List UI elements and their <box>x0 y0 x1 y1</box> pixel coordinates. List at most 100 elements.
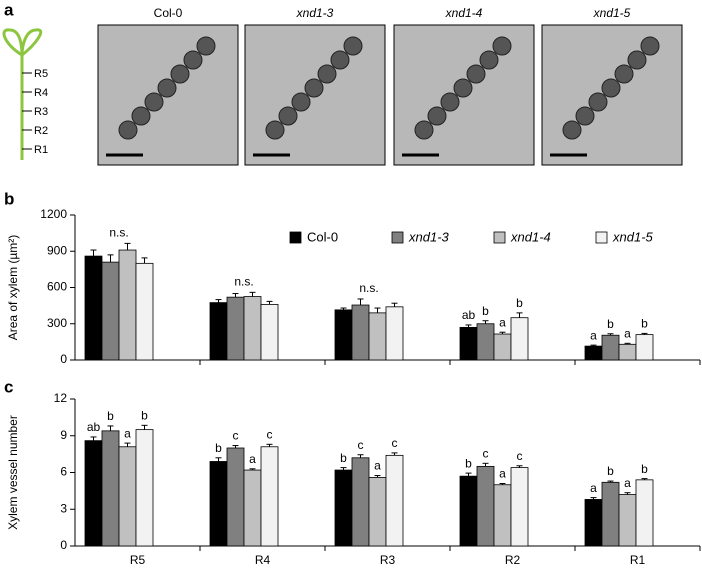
significance-letter: c <box>233 429 239 443</box>
bar <box>118 446 137 547</box>
bar <box>101 430 120 547</box>
bar <box>459 475 478 547</box>
group-annotation: n.s. <box>109 226 128 240</box>
bar <box>584 345 603 361</box>
y-tick-label: 0 <box>60 538 67 552</box>
significance-letter: b <box>607 317 614 331</box>
significance-letter: c <box>392 436 398 450</box>
x-tick-label: R3 <box>380 553 396 567</box>
significance-letter: b <box>641 317 648 331</box>
bar <box>510 317 529 361</box>
cell <box>614 64 634 84</box>
bar <box>226 296 245 361</box>
cell <box>453 78 473 98</box>
significance-letter: c <box>358 438 364 452</box>
bar <box>476 323 495 361</box>
cell <box>118 120 138 140</box>
significance-letter: b <box>215 441 222 455</box>
bar <box>601 481 620 547</box>
panel-label: c <box>4 377 13 396</box>
cell <box>440 92 460 112</box>
bar <box>459 326 478 361</box>
cell <box>144 92 164 112</box>
image-label: xnd1-5 <box>593 6 631 20</box>
y-tick-label: 900 <box>47 243 67 257</box>
significance-letter: b <box>516 296 523 310</box>
y-tick-label: 9 <box>60 428 67 442</box>
bar <box>209 461 228 547</box>
legend-label: xnd1-4 <box>510 229 551 244</box>
significance-letter: a <box>124 426 131 440</box>
panel-label: a <box>4 0 14 19</box>
bar <box>476 465 495 547</box>
bar <box>368 312 387 361</box>
bar <box>510 467 529 547</box>
x-tick-label: R5 <box>130 553 146 567</box>
cell <box>343 36 363 56</box>
y-tick-label: 600 <box>47 280 67 294</box>
y-tick-label: 6 <box>60 465 67 479</box>
significance-letter: b <box>465 456 472 470</box>
significance-letter: a <box>624 476 631 490</box>
significance-letter: a <box>249 452 256 466</box>
legend-swatch <box>493 231 506 244</box>
legend-label: xnd1-3 <box>408 229 450 244</box>
bar <box>351 457 370 547</box>
cell <box>627 50 647 70</box>
bar <box>135 429 154 547</box>
significance-letter: ab <box>87 420 101 434</box>
cell <box>278 106 298 126</box>
y-tick-label: 12 <box>54 391 68 405</box>
group-annotation: n.s. <box>359 281 378 295</box>
cell <box>427 106 447 126</box>
root-label: R4 <box>34 87 48 99</box>
y-tick-label: 300 <box>47 316 67 330</box>
y-tick-label: 3 <box>60 501 67 515</box>
root-label: R1 <box>34 144 48 156</box>
y-tick-label: 1200 <box>40 207 67 221</box>
bar <box>601 334 620 361</box>
significance-letter: a <box>590 481 597 495</box>
bar <box>135 262 154 361</box>
significance-letter: a <box>624 326 631 340</box>
group-annotation: n.s. <box>234 275 253 289</box>
cell <box>265 120 285 140</box>
significance-letter: a <box>499 467 506 481</box>
bar <box>260 304 279 361</box>
root-label: R2 <box>34 125 48 137</box>
significance-letter: a <box>374 459 381 473</box>
cell <box>131 106 151 126</box>
cell <box>304 78 324 98</box>
bar <box>226 447 245 547</box>
significance-letter: b <box>141 409 148 423</box>
significance-letter: a <box>499 315 506 329</box>
significance-letter: b <box>340 451 347 465</box>
y-axis-label: Area of xylem (µm²) <box>6 235 20 341</box>
cell <box>640 36 660 56</box>
significance-letter: b <box>107 409 114 423</box>
cell <box>492 36 512 56</box>
bar <box>209 302 228 361</box>
cell <box>157 78 177 98</box>
y-tick-label: 0 <box>60 352 67 366</box>
legend-label: Col-0 <box>307 229 338 244</box>
cell <box>170 64 190 84</box>
panel-label: b <box>4 189 14 208</box>
root-label: R5 <box>34 68 48 80</box>
bar <box>118 249 137 361</box>
y-axis-label: Xylem vessel number <box>6 415 20 530</box>
image-label: Col-0 <box>154 6 183 20</box>
cell <box>183 50 203 70</box>
cell <box>196 36 216 56</box>
image-label: xnd1-4 <box>445 6 483 20</box>
image-label: xnd1-3 <box>296 6 334 20</box>
legend-swatch <box>595 231 608 244</box>
bar <box>385 454 404 547</box>
legend-swatch <box>289 231 302 244</box>
bar <box>334 469 353 547</box>
significance-letter: c <box>517 449 523 463</box>
cell <box>317 64 337 84</box>
cell <box>588 92 608 112</box>
cell <box>414 120 434 140</box>
